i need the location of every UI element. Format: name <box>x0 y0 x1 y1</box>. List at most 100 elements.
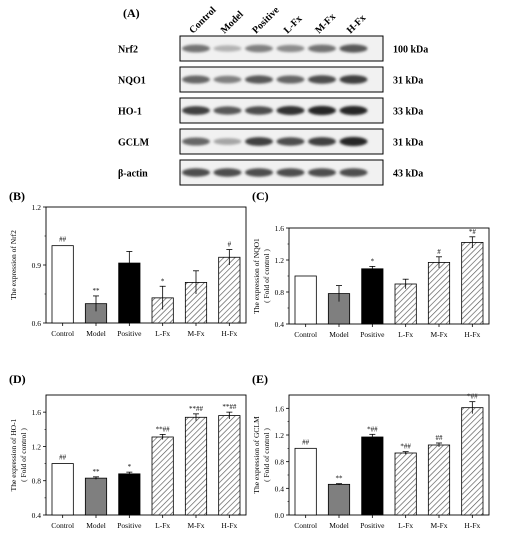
x-tick-label: H-Fx <box>464 330 480 339</box>
x-tick-label: Model <box>329 330 349 339</box>
significance-mark: ## <box>302 438 310 446</box>
panel-label: (D) <box>9 372 26 386</box>
significance-mark: * <box>161 277 165 285</box>
x-tick-label: H-Fx <box>221 521 237 530</box>
y-axis-sublabel: ( Fold of control ) <box>262 428 271 482</box>
lane-label: H-Fx <box>345 13 368 36</box>
protein-band <box>308 168 336 177</box>
y-tick-label: 1.2 <box>275 256 285 265</box>
y-tick-label: 0.0 <box>275 511 285 520</box>
protein-band <box>276 75 305 84</box>
blot-rows: Nrf2 100 kDa NQO1 31 kDa HO-1 33 kDa GCLM 31 kD… <box>118 35 428 186</box>
molecular-weight-label: 43 kDa <box>393 169 423 180</box>
protein-band <box>339 105 368 116</box>
x-tick-label: Control <box>294 521 317 530</box>
x-tick-label: H-Fx <box>464 521 480 530</box>
y-tick-label: 0.9 <box>32 261 42 270</box>
y-tick-label: 0.8 <box>32 477 42 486</box>
panel-label-a: (A) <box>123 6 140 20</box>
x-tick-label: L-Fx <box>398 330 413 339</box>
y-tick-label: 1.6 <box>275 404 285 413</box>
x-tick-label: Positive <box>360 521 385 530</box>
bar-chart: (B) 0.6 0.9 1.2 The expression of Nrf2 ## Cont… <box>9 189 247 338</box>
x-tick-label: Control <box>51 521 74 530</box>
bar <box>218 256 241 324</box>
significance-mark: ## <box>436 434 444 442</box>
y-tick-label: 1.6 <box>275 224 285 233</box>
bar <box>294 275 317 325</box>
bar <box>461 407 484 516</box>
significance-mark: ** <box>93 468 101 476</box>
lane-label: Model <box>219 9 246 36</box>
protein-band <box>339 44 368 53</box>
panel-label: (E) <box>252 372 268 386</box>
y-axis-label: The expression of GCLM <box>252 416 261 494</box>
x-tick-label: Control <box>294 330 317 339</box>
panel-label: (B) <box>9 189 25 203</box>
bar <box>151 436 174 516</box>
x-tick-label: M-Fx <box>187 329 204 338</box>
x-tick-label: Positive <box>117 329 142 338</box>
protein-band <box>339 136 368 147</box>
x-tick-label: M-Fx <box>430 330 447 339</box>
significance-mark: ## <box>59 236 67 244</box>
significance-mark: **## <box>156 425 171 433</box>
significance-mark: ** <box>336 475 344 483</box>
protein-band <box>276 137 305 146</box>
protein-label: NQO1 <box>118 76 146 87</box>
significance-mark: * <box>128 463 132 471</box>
plot-frame <box>45 394 247 516</box>
molecular-weight-label: 31 kDa <box>393 76 423 87</box>
bar <box>427 444 451 516</box>
significance-mark: **## <box>222 403 237 411</box>
protein-band <box>339 75 368 84</box>
protein-band <box>308 137 336 146</box>
x-tick-label: L-Fx <box>398 521 413 530</box>
y-axis-sublabel: ( Fold of control ) <box>19 428 28 482</box>
protein-band <box>276 44 305 53</box>
significance-mark: ** <box>93 287 101 295</box>
protein-band <box>339 168 368 177</box>
protein-band <box>308 75 336 84</box>
x-tick-label: Model <box>86 329 106 338</box>
bar <box>51 463 74 516</box>
protein-band <box>245 44 273 53</box>
significance-mark: **## <box>189 405 204 413</box>
protein-label: β-actin <box>118 169 148 180</box>
bar <box>118 473 141 516</box>
protein-band <box>182 44 210 53</box>
protein-band <box>308 44 336 53</box>
x-tick-label: Control <box>51 329 74 338</box>
protein-band <box>245 137 273 146</box>
bar <box>361 436 384 516</box>
protein-label: Nrf2 <box>118 45 138 56</box>
protein-band <box>245 106 273 115</box>
y-tick-label: 0.4 <box>275 484 285 493</box>
protein-band <box>245 75 273 84</box>
significance-mark: # <box>437 248 441 256</box>
bar <box>218 415 241 516</box>
protein-band <box>213 168 242 177</box>
x-tick-label: L-Fx <box>155 521 170 530</box>
lane-label: L-Fx <box>282 13 305 36</box>
x-tick-label: Positive <box>360 330 385 339</box>
lane-label: Positive <box>250 4 282 36</box>
protein-label: GCLM <box>118 138 150 149</box>
y-tick-label: 0.6 <box>32 319 42 328</box>
protein-band <box>213 45 242 52</box>
bar <box>461 241 484 325</box>
significance-mark: *## <box>367 425 378 433</box>
protein-band <box>276 106 305 115</box>
y-tick-label: 1.2 <box>32 442 42 451</box>
bar <box>361 268 384 325</box>
y-axis-sublabel: ( Fold of control ) <box>262 249 271 303</box>
protein-label: HO-1 <box>118 107 142 118</box>
y-tick-label: 0.8 <box>275 288 285 297</box>
bar-chart: (C) 0.4 0.8 1.2 1.6 The expression of NQO1( F… <box>252 189 490 339</box>
protein-band <box>182 137 210 146</box>
panel-label: (C) <box>252 189 269 203</box>
significance-mark: *## <box>467 393 478 401</box>
significance-mark: *# <box>469 228 477 236</box>
